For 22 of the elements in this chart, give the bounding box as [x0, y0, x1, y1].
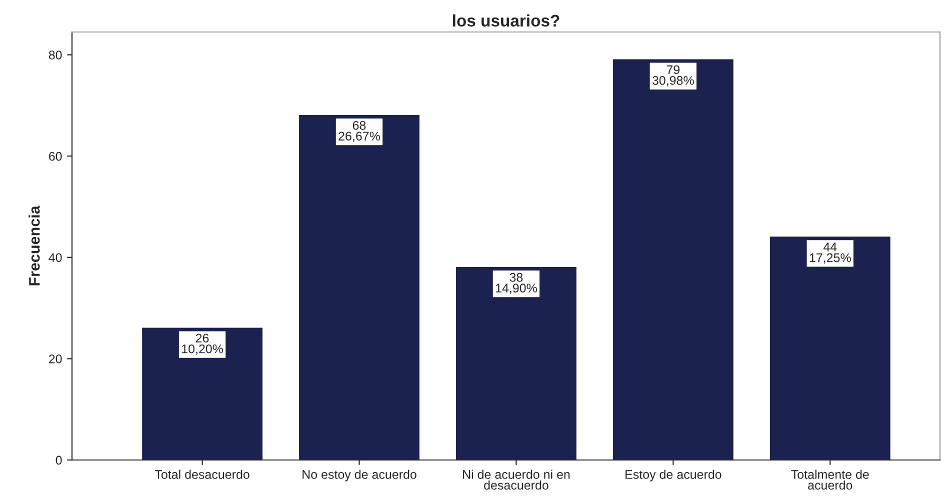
data-label: 26 10,20%: [182, 334, 224, 355]
y-tick-label: 20: [49, 354, 62, 364]
y-tick-label: 40: [48, 253, 62, 262]
y-tick-label: 0: [56, 456, 62, 465]
x-tick-label: Estoy de acuerdo: [626, 470, 722, 482]
data-label: 38 14,90%: [496, 272, 537, 294]
x-tick-label: No estoy de acuerdo: [302, 470, 416, 482]
y-tick-label: 60: [49, 152, 62, 161]
x-tick-label: Total desacuerdo: [154, 470, 250, 479]
bar: [456, 266, 576, 460]
x-tick-label: Ni de acuerdo ni en desacuerdo: [463, 470, 570, 490]
chart-title: los usuarios?: [452, 14, 560, 27]
y-axis-title: Frecuencia: [28, 206, 40, 286]
y-tick-label: 80: [48, 50, 62, 60]
data-label: 44 17,25%: [810, 242, 851, 264]
x-tick-label: Totalmente de acuerdo: [791, 470, 869, 490]
data-label: 68 26,67%: [338, 120, 380, 142]
bar: [770, 236, 890, 460]
bar: [612, 59, 734, 460]
bar: [299, 115, 420, 460]
bar: [142, 328, 262, 460]
data-label: 79 30,98%: [652, 65, 694, 86]
